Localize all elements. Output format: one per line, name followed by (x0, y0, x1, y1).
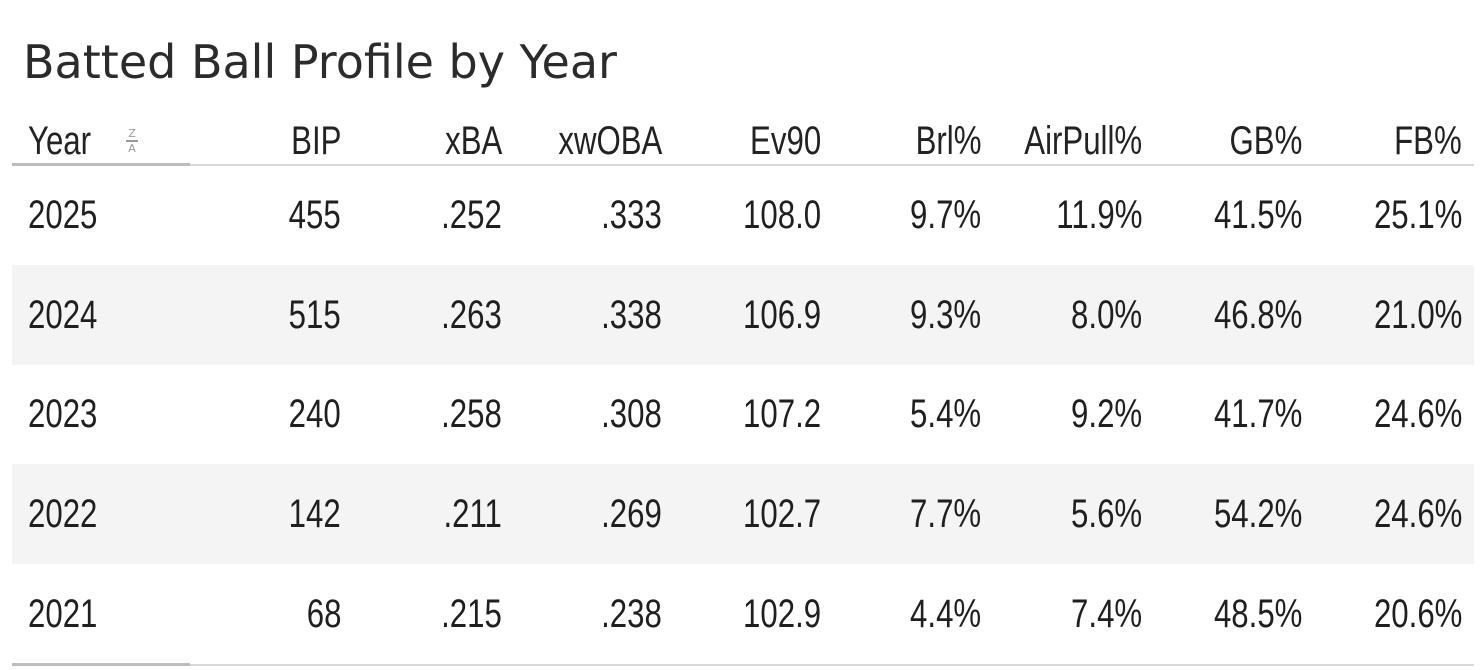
cell-xba: .215 (441, 592, 502, 636)
cell-brl-pct: 9.3% (909, 293, 981, 337)
column-header-gb-pct[interactable]: GB% (1229, 119, 1302, 163)
cell-airpull-pct: 5.6% (1070, 492, 1142, 536)
cell-bip: 68 (306, 592, 341, 636)
cell-brl-pct: 5.4% (909, 392, 981, 436)
column-header-brl-pct[interactable]: Brl% (915, 119, 981, 163)
column-header-xwoba[interactable]: xwOBA (557, 119, 662, 163)
column-header-year[interactable]: Year (28, 119, 92, 163)
table-row: 2023 240 .258 .308 107.2 5.4% 9.2% 41.7% 24.6% (0, 364, 1482, 464)
cell-xwoba: .269 (601, 492, 662, 536)
cell-bip: 142 (288, 492, 341, 536)
column-header-fb-pct[interactable]: FB% (1394, 119, 1462, 163)
cell-ev90: 107.2 (742, 392, 821, 436)
cell-airpull-pct: 8.0% (1070, 293, 1142, 337)
cell-brl-pct: 4.4% (909, 592, 981, 636)
header-divider (12, 164, 1474, 166)
header-divider-accent (12, 163, 190, 166)
cell-fb-pct: 24.6% (1373, 492, 1462, 536)
cell-fb-pct: 21.0% (1373, 293, 1462, 337)
sort-icon-top-letter: Z (128, 127, 136, 140)
cell-airpull-pct: 11.9% (1055, 193, 1142, 237)
cell-xwoba: .308 (601, 392, 662, 436)
cell-year: 2025 (28, 193, 98, 237)
sort-icon-bottom-letter: A (128, 142, 136, 155)
cell-xwoba: .238 (601, 592, 662, 636)
cell-ev90: 106.9 (742, 293, 821, 337)
sort-icon-bar (126, 140, 138, 142)
column-header-xba[interactable]: xBA (444, 119, 502, 163)
cell-gb-pct: 46.8% (1213, 293, 1302, 337)
cell-xba: .211 (443, 492, 502, 536)
cell-fb-pct: 25.1% (1373, 193, 1462, 237)
cell-ev90: 102.7 (742, 492, 821, 536)
cell-gb-pct: 54.2% (1213, 492, 1302, 536)
column-header-bip[interactable]: BIP (290, 119, 341, 163)
cell-year: 2024 (28, 293, 98, 337)
table-bottom-divider (12, 664, 1474, 666)
cell-year: 2022 (28, 492, 98, 536)
cell-gb-pct: 41.7% (1213, 392, 1302, 436)
table-row: 2021 68 .215 .238 102.9 4.4% 7.4% 48.5% 20.6% (0, 564, 1482, 664)
cell-airpull-pct: 9.2% (1070, 392, 1142, 436)
cell-fb-pct: 20.6% (1373, 592, 1462, 636)
cell-xba: .258 (441, 392, 502, 436)
cell-xwoba: .333 (601, 193, 662, 237)
table-bottom-divider-accent (12, 663, 190, 666)
table-title: Batted Ball Profile by Year (23, 35, 617, 89)
cell-year: 2023 (28, 392, 98, 436)
table-row: 2025 455 .252 .333 108.0 9.7% 11.9% 41.5% 25.1% (0, 165, 1482, 265)
cell-bip: 515 (288, 293, 341, 337)
sort-z-a-icon[interactable]: Z A (124, 128, 140, 154)
table-row: 2022 142 .211 .269 102.7 7.7% 5.6% 54.2% 24.6% (0, 464, 1482, 564)
column-header-ev90[interactable]: Ev90 (749, 119, 821, 163)
cell-bip: 455 (288, 193, 341, 237)
cell-xba: .263 (441, 293, 502, 337)
cell-brl-pct: 7.7% (909, 492, 981, 536)
table-row: 2024 515 .263 .338 106.9 9.3% 8.0% 46.8% 21.0% (0, 265, 1482, 365)
cell-gb-pct: 41.5% (1213, 193, 1302, 237)
cell-ev90: 102.9 (742, 592, 821, 636)
cell-brl-pct: 9.7% (909, 193, 981, 237)
table-row-bg-2024 (12, 265, 1474, 365)
cell-bip: 240 (288, 392, 341, 436)
table-row-bg-2022 (12, 464, 1474, 564)
column-header-airpull-pct[interactable]: AirPull% (1024, 119, 1142, 163)
cell-ev90: 108.0 (742, 193, 821, 237)
cell-xba: .252 (441, 193, 502, 237)
cell-fb-pct: 24.6% (1373, 392, 1462, 436)
cell-xwoba: .338 (601, 293, 662, 337)
cell-year: 2021 (28, 592, 98, 636)
cell-gb-pct: 48.5% (1213, 592, 1302, 636)
cell-airpull-pct: 7.4% (1070, 592, 1142, 636)
